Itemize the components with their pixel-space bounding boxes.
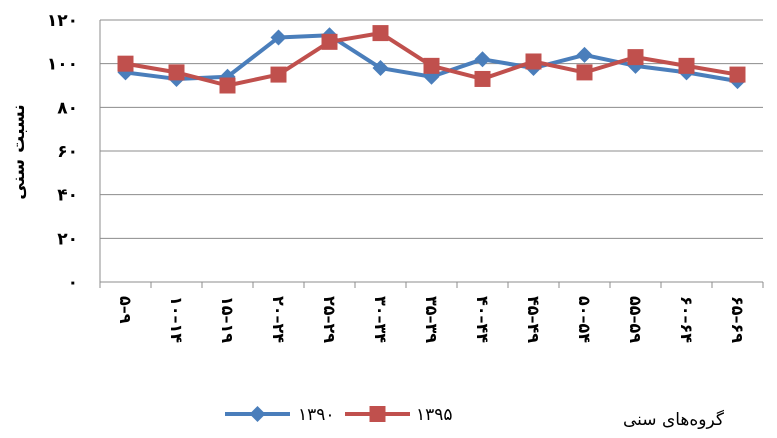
legend-label: ۱۳۹۵: [416, 405, 453, 425]
x-axis-ticks: ۵–۹ ۱۰–۱۴ ۱۵–۱۹ ۲۰–۲۴ ۲۵–۲۹ ۳۰–۳۴ ۳۵–۳۹ ۴۰–۴۴ ۴۵…: [99, 282, 764, 343]
data-point: [627, 49, 644, 66]
data-point: [474, 51, 491, 68]
data-point: [270, 29, 287, 46]
data-point: [168, 64, 185, 81]
x-tick-label: ۴۰–۴۴: [473, 296, 492, 343]
x-tick-label: ۶۰–۶۴: [677, 296, 696, 343]
x-tick-label: ۳۵–۳۹: [422, 296, 441, 343]
x-tick-label: ۱۵–۱۹: [218, 296, 237, 343]
y-tick-label: ۶۰: [57, 142, 78, 162]
legend-marker: [369, 406, 386, 422]
data-point: [576, 64, 593, 81]
data-point: [270, 66, 287, 83]
data-point: [117, 55, 134, 72]
x-tick-label: ۵–۹: [116, 296, 135, 324]
x-tick-label: ۵۵–۵۹: [626, 296, 645, 343]
x-axis-title: گروه‌های سنی: [623, 409, 725, 430]
data-point: [423, 57, 440, 74]
y-tick-label: ۰: [68, 273, 78, 293]
y-axis-ticks: ۰ ۲۰ ۴۰ ۶۰ ۸۰ ۱۰۰ ۱۲۰: [47, 11, 78, 293]
data-point: [576, 46, 593, 63]
y-tick-label: ۱۰۰: [47, 55, 78, 75]
y-tick-label: ۲۰: [57, 229, 78, 249]
legend: گروه‌های سنی ۱۳۹۰ ۱۳۹۵: [225, 405, 725, 430]
data-point: [372, 25, 389, 42]
data-point: [219, 77, 236, 94]
y-tick-label: ۱۲۰: [47, 11, 78, 31]
data-point: [321, 33, 338, 50]
y-axis-title: نسبت سنی: [9, 104, 29, 199]
x-tick-label: ۴۵–۴۹: [524, 296, 543, 343]
x-tick-label: ۱۰–۱۴: [167, 296, 186, 343]
x-tick-label: ۶۵–۶۹: [728, 296, 747, 343]
data-point: [525, 53, 542, 70]
y-tick-label: ۴۰: [57, 186, 78, 206]
legend-label: ۱۳۹۰: [298, 405, 335, 425]
x-tick-label: ۲۰–۲۴: [269, 296, 288, 343]
x-tick-label: ۳۰–۳۴: [371, 296, 390, 343]
data-point: [474, 70, 491, 87]
x-tick-label: ۵۰–۵۴: [575, 296, 594, 343]
data-point: [729, 66, 746, 83]
data-point: [372, 60, 389, 77]
legend-marker: [249, 406, 266, 422]
data-point: [678, 57, 695, 74]
y-tick-label: ۸۰: [57, 98, 78, 118]
x-tick-label: ۲۵–۲۹: [320, 296, 339, 343]
series-markers: [117, 25, 746, 94]
